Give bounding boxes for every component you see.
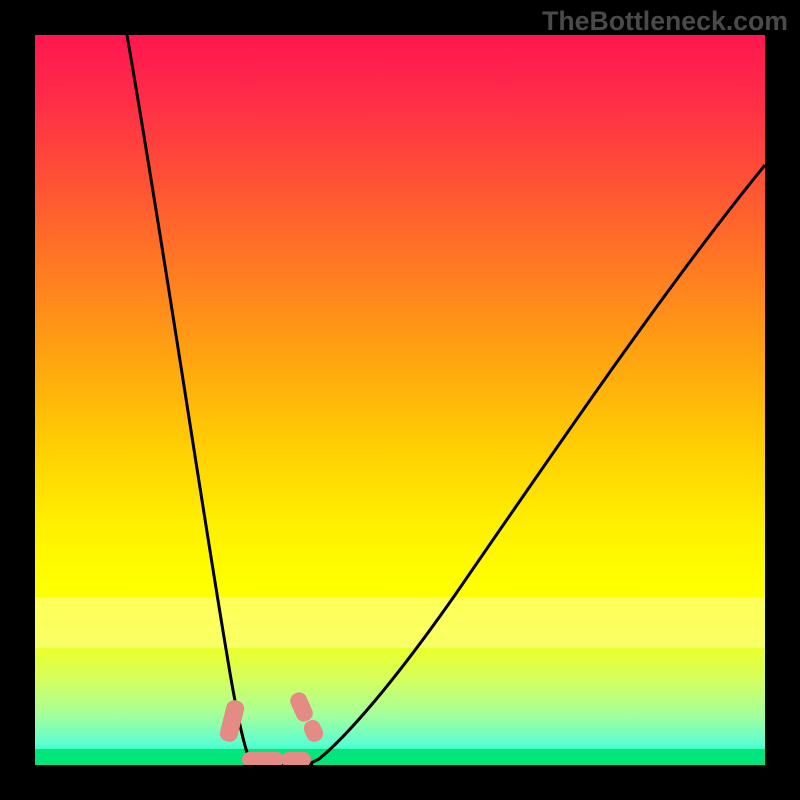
marker-dash — [281, 752, 311, 765]
bottleneck-curves — [35, 35, 765, 765]
marker-dash — [242, 752, 284, 765]
watermark-text: TheBottleneck.com — [542, 6, 788, 37]
curve-left — [127, 35, 257, 765]
curve-right — [307, 165, 765, 765]
bottleneck-chart — [35, 35, 765, 765]
